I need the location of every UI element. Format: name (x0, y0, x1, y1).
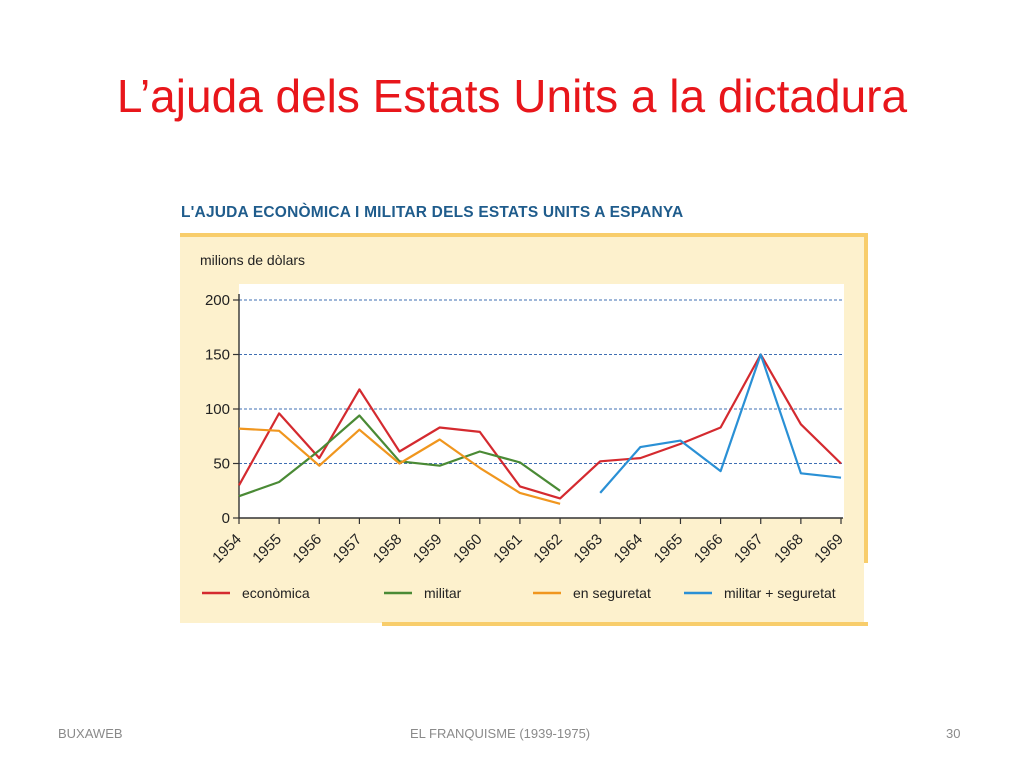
x-tick-label: 1959 (410, 531, 446, 567)
chart-title: L'AJUDA ECONÒMICA I MILITAR DELS ESTATS … (181, 204, 684, 221)
x-tick-label: 1961 (490, 531, 526, 567)
panel-bottom-border (382, 622, 868, 626)
y-tick-label: 100 (205, 401, 230, 418)
series-lines (238, 353, 842, 505)
axes (233, 294, 843, 524)
gridlines (239, 299, 844, 464)
x-tick-label: 1962 (530, 531, 566, 567)
plot-area (239, 284, 844, 518)
series-econ-mica (238, 353, 842, 500)
plot-background (239, 284, 844, 518)
legend-item: militar (384, 585, 462, 601)
page-number: 30 (946, 726, 961, 741)
x-tick-label: 1957 (330, 531, 366, 567)
x-tick-label: 1965 (651, 531, 687, 567)
series-line (238, 427, 561, 505)
x-tick-label: 1969 (811, 531, 847, 567)
x-tick-label: 1963 (570, 531, 606, 567)
series-militar-seguretat (599, 353, 842, 494)
series-line (238, 414, 561, 498)
series-line (599, 353, 842, 494)
footer-center: EL FRANQUISME (1939-1975) (410, 726, 591, 741)
x-tick-label: 1964 (611, 531, 647, 567)
x-tick-label: 1967 (731, 531, 767, 567)
legend-label: militar + seguretat (724, 585, 836, 601)
y-tick-label: 0 (222, 510, 230, 527)
y-tick-label: 200 (205, 292, 230, 309)
x-tick-label: 1968 (771, 531, 807, 567)
x-tick-label: 1958 (370, 531, 406, 567)
legend-label: en seguretat (573, 585, 651, 601)
x-tick-labels: 1954 1955 1956 1957 1958 1959 1960 1961 1962 1963… (209, 531, 847, 567)
x-tick-label: 1960 (450, 531, 486, 567)
y-tick-label: 150 (205, 347, 230, 364)
y-tick-label: 50 (213, 456, 230, 473)
x-tick-label: 1955 (249, 531, 285, 567)
slide-title: L’ajuda dels Estats Units a la dictadura (116, 70, 908, 122)
series-line (238, 353, 842, 500)
series-en-seguretat (238, 427, 561, 505)
legend-item: en seguretat (533, 585, 651, 601)
series-militar (238, 414, 561, 498)
legend: econòmica militar en seguretat militar + se… (202, 585, 836, 601)
legend-item: militar + seguretat (684, 585, 836, 601)
x-tick-label: 1954 (209, 531, 245, 567)
y-axis-label: milions de dòlars (200, 252, 306, 268)
legend-label: militar (424, 585, 462, 601)
panel-right-border (864, 233, 868, 563)
legend-label: econòmica (242, 585, 310, 601)
x-tick-label: 1966 (691, 531, 727, 567)
footer-left: BUXAWEB (58, 726, 123, 741)
y-tick-labels: 0 50 100 150 200 (205, 292, 230, 527)
legend-item: econòmica (202, 585, 310, 601)
x-tick-label: 1956 (289, 531, 325, 567)
